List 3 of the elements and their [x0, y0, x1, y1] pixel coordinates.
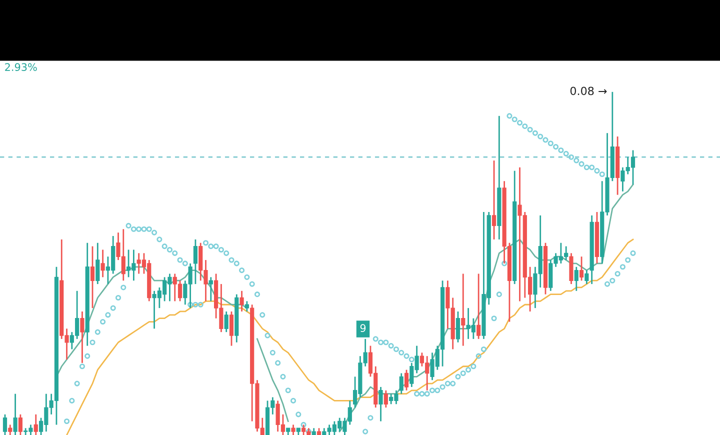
annotation: 0.08 → [570, 86, 607, 96]
annotation: 9 [360, 324, 366, 332]
text: 2.93% [5, 63, 37, 72]
